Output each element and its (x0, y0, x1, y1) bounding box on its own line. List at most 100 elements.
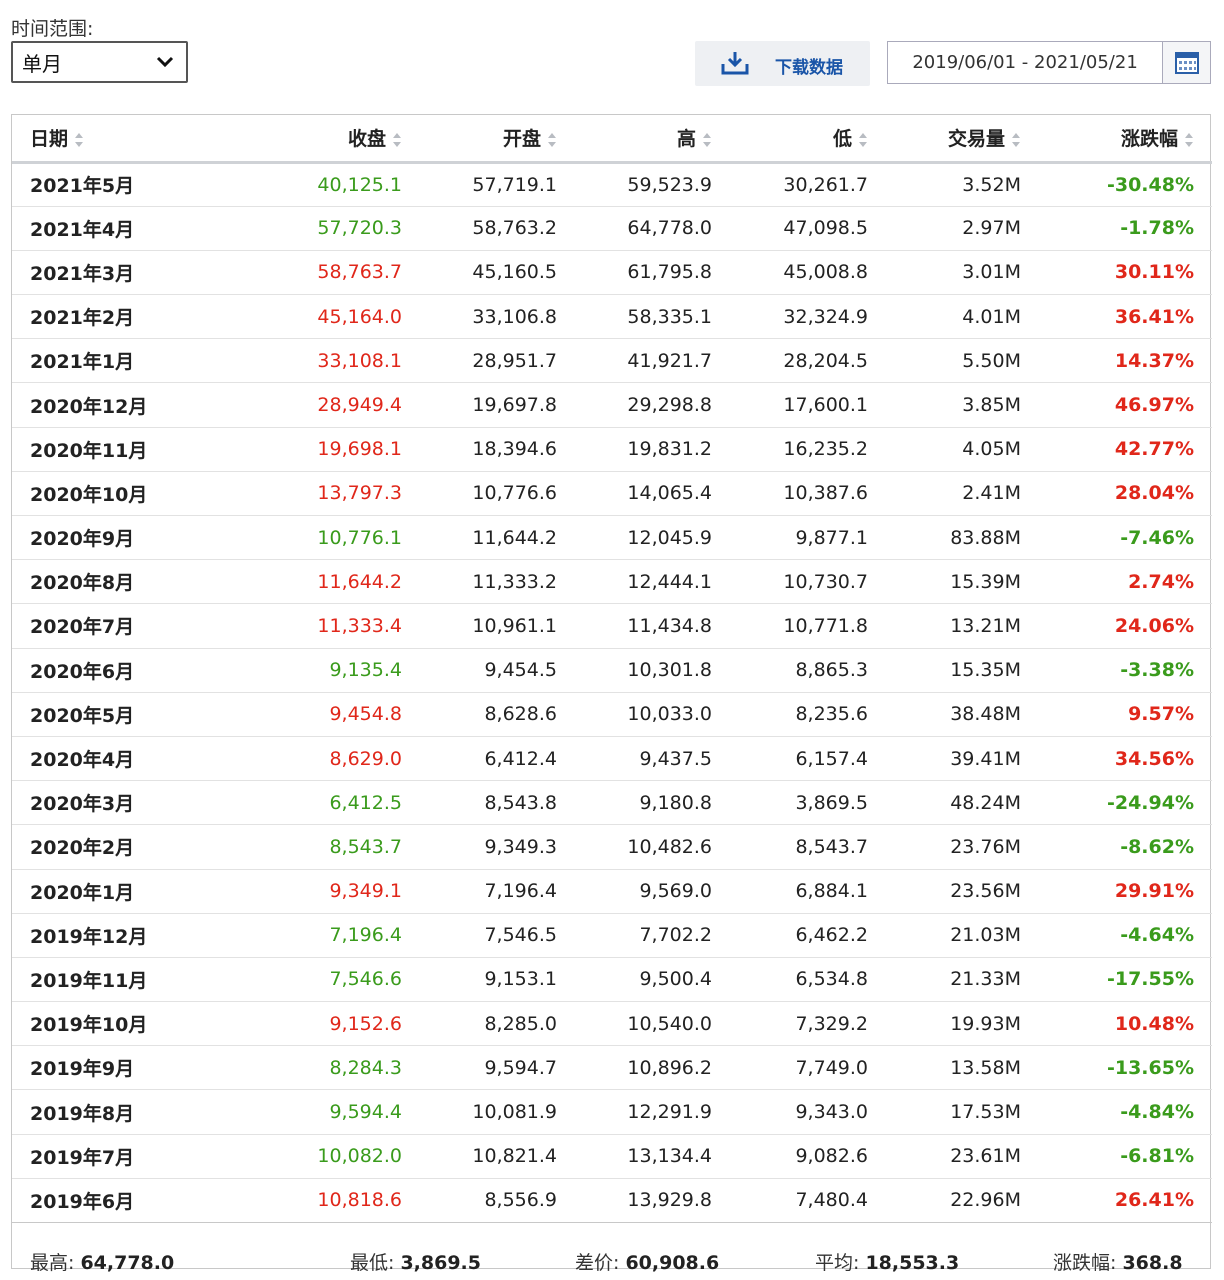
cell-change: -17.55% (1039, 957, 1212, 1003)
cell-high: 9,500.4 (575, 957, 730, 1003)
cell-close: 57,720.3 (252, 206, 420, 251)
cell-open: 58,763.2 (420, 206, 575, 251)
cell-volume: 3.85M (886, 382, 1039, 428)
cell-change: 24.06% (1039, 603, 1212, 649)
cell-low: 7,749.0 (730, 1045, 886, 1091)
cell-low: 10,387.6 (730, 471, 886, 517)
time-range-select[interactable]: 单月 (11, 41, 188, 83)
cell-change: 42.77% (1039, 427, 1212, 472)
date-range-picker[interactable]: 2019/06/01 - 2021/05/21 (887, 41, 1211, 84)
cell-open: 9,594.7 (420, 1045, 575, 1091)
cell-date: 2021年3月 (12, 250, 252, 296)
cell-date: 2020年2月 (12, 824, 252, 870)
download-data-button[interactable]: 下载数据 (695, 41, 870, 86)
cell-open: 11,644.2 (420, 515, 575, 561)
cell-high: 61,795.8 (575, 250, 730, 296)
table-row: 2020年7月 11,333.4 10,961.1 11,434.8 10,771.8 1… (12, 603, 1212, 649)
cell-low: 7,480.4 (730, 1178, 886, 1224)
cell-open: 8,628.6 (420, 692, 575, 737)
cell-high: 29,298.8 (575, 382, 730, 428)
cell-change: -4.64% (1039, 913, 1212, 958)
calendar-button[interactable] (1162, 42, 1210, 83)
cell-date: 2019年7月 (12, 1134, 252, 1179)
cell-change: 46.97% (1039, 382, 1212, 428)
column-header-close[interactable]: 收盘 (252, 115, 420, 164)
cell-low: 47,098.5 (730, 206, 886, 251)
time-range-label: 时间范围: (11, 18, 94, 40)
cell-date: 2021年5月 (12, 162, 252, 207)
cell-change: -30.48% (1039, 162, 1212, 207)
table-row: 2020年1月 9,349.1 7,196.4 9,569.0 6,884.1 23.56… (12, 869, 1212, 914)
cell-close: 9,349.1 (252, 869, 420, 914)
table-row: 2020年2月 8,543.7 9,349.3 10,482.6 8,543.7 23.7… (12, 824, 1212, 870)
column-header-low[interactable]: 低 (730, 115, 886, 164)
cell-change: 14.37% (1039, 338, 1212, 384)
column-header-high[interactable]: 高 (575, 115, 730, 164)
table-row: 2020年8月 11,644.2 11,333.2 12,444.1 10,730.7 1… (12, 559, 1212, 605)
table-row: 2020年11月 19,698.1 18,394.6 19,831.2 16,235.2… (12, 427, 1212, 472)
cell-low: 6,534.8 (730, 957, 886, 1003)
cell-open: 9,153.1 (420, 957, 575, 1003)
sort-icon (703, 132, 711, 147)
cell-close: 13,797.3 (252, 471, 420, 517)
cell-close: 40,125.1 (252, 162, 420, 207)
table-row: 2019年6月 10,818.6 8,556.9 13,929.8 7,480.4 22.… (12, 1178, 1212, 1224)
history-table-container: 日期 收盘 开盘 高 低 交易量 涨跌幅 2021年5月 40,125.1 57,719.1 59… (11, 114, 1212, 1274)
cell-open: 9,349.3 (420, 824, 575, 870)
download-icon (721, 52, 749, 75)
cell-high: 9,569.0 (575, 869, 730, 914)
cell-close: 8,284.3 (252, 1045, 420, 1091)
cell-close: 28,949.4 (252, 382, 420, 428)
column-header-open[interactable]: 开盘 (420, 115, 575, 164)
cell-change: 9.57% (1039, 692, 1212, 737)
cell-high: 64,778.0 (575, 206, 730, 251)
table-row: 2021年4月 57,720.3 58,763.2 64,778.0 47,098.5 2… (12, 206, 1212, 251)
cell-high: 10,482.6 (575, 824, 730, 870)
column-header-label: 日期 (30, 128, 69, 151)
cell-volume: 2.41M (886, 471, 1039, 517)
cell-close: 11,333.4 (252, 603, 420, 649)
cell-volume: 39.41M (886, 736, 1039, 782)
cell-volume: 13.21M (886, 603, 1039, 649)
table-row: 2020年5月 9,454.8 8,628.6 10,033.0 8,235.6 38.4… (12, 692, 1212, 737)
cell-date: 2019年9月 (12, 1045, 252, 1091)
cell-open: 19,697.8 (420, 382, 575, 428)
cell-change: -7.46% (1039, 515, 1212, 561)
cell-low: 32,324.9 (730, 294, 886, 340)
cell-volume: 23.61M (886, 1134, 1039, 1179)
cell-low: 9,877.1 (730, 515, 886, 561)
cell-date: 2020年8月 (12, 559, 252, 605)
cell-volume: 2.97M (886, 206, 1039, 251)
cell-low: 9,343.0 (730, 1089, 886, 1135)
column-header-volume[interactable]: 交易量 (886, 115, 1039, 164)
cell-low: 17,600.1 (730, 382, 886, 428)
cell-volume: 23.56M (886, 869, 1039, 914)
cell-high: 59,523.9 (575, 162, 730, 207)
sort-icon (548, 132, 556, 147)
cell-close: 45,164.0 (252, 294, 420, 340)
cell-low: 6,462.2 (730, 913, 886, 958)
cell-change: 30.11% (1039, 250, 1212, 296)
cell-low: 8,543.7 (730, 824, 886, 870)
table-row: 2021年5月 40,125.1 57,719.1 59,523.9 30,261.7 3… (12, 162, 1212, 207)
cell-low: 8,865.3 (730, 648, 886, 693)
cell-date: 2020年3月 (12, 780, 252, 826)
column-header-label: 高 (676, 128, 696, 151)
summary-high: 最高: 64,778.0 (30, 1252, 175, 1274)
cell-high: 13,134.4 (575, 1134, 730, 1179)
cell-close: 9,454.8 (252, 692, 420, 737)
column-header-change[interactable]: 涨跌幅 (1039, 115, 1212, 164)
cell-open: 10,961.1 (420, 603, 575, 649)
cell-close: 9,135.4 (252, 648, 420, 693)
cell-date: 2019年6月 (12, 1178, 252, 1224)
cell-open: 57,719.1 (420, 162, 575, 207)
cell-open: 10,821.4 (420, 1134, 575, 1179)
column-header-date[interactable]: 日期 (12, 115, 252, 164)
cell-date: 2020年7月 (12, 603, 252, 649)
cell-close: 10,082.0 (252, 1134, 420, 1179)
summary-change: 涨跌幅: 368.8 (1053, 1252, 1183, 1274)
column-header-label: 低 (832, 128, 852, 151)
column-header-label: 收盘 (347, 128, 386, 151)
cell-high: 7,702.2 (575, 913, 730, 958)
sort-icon (393, 132, 401, 147)
